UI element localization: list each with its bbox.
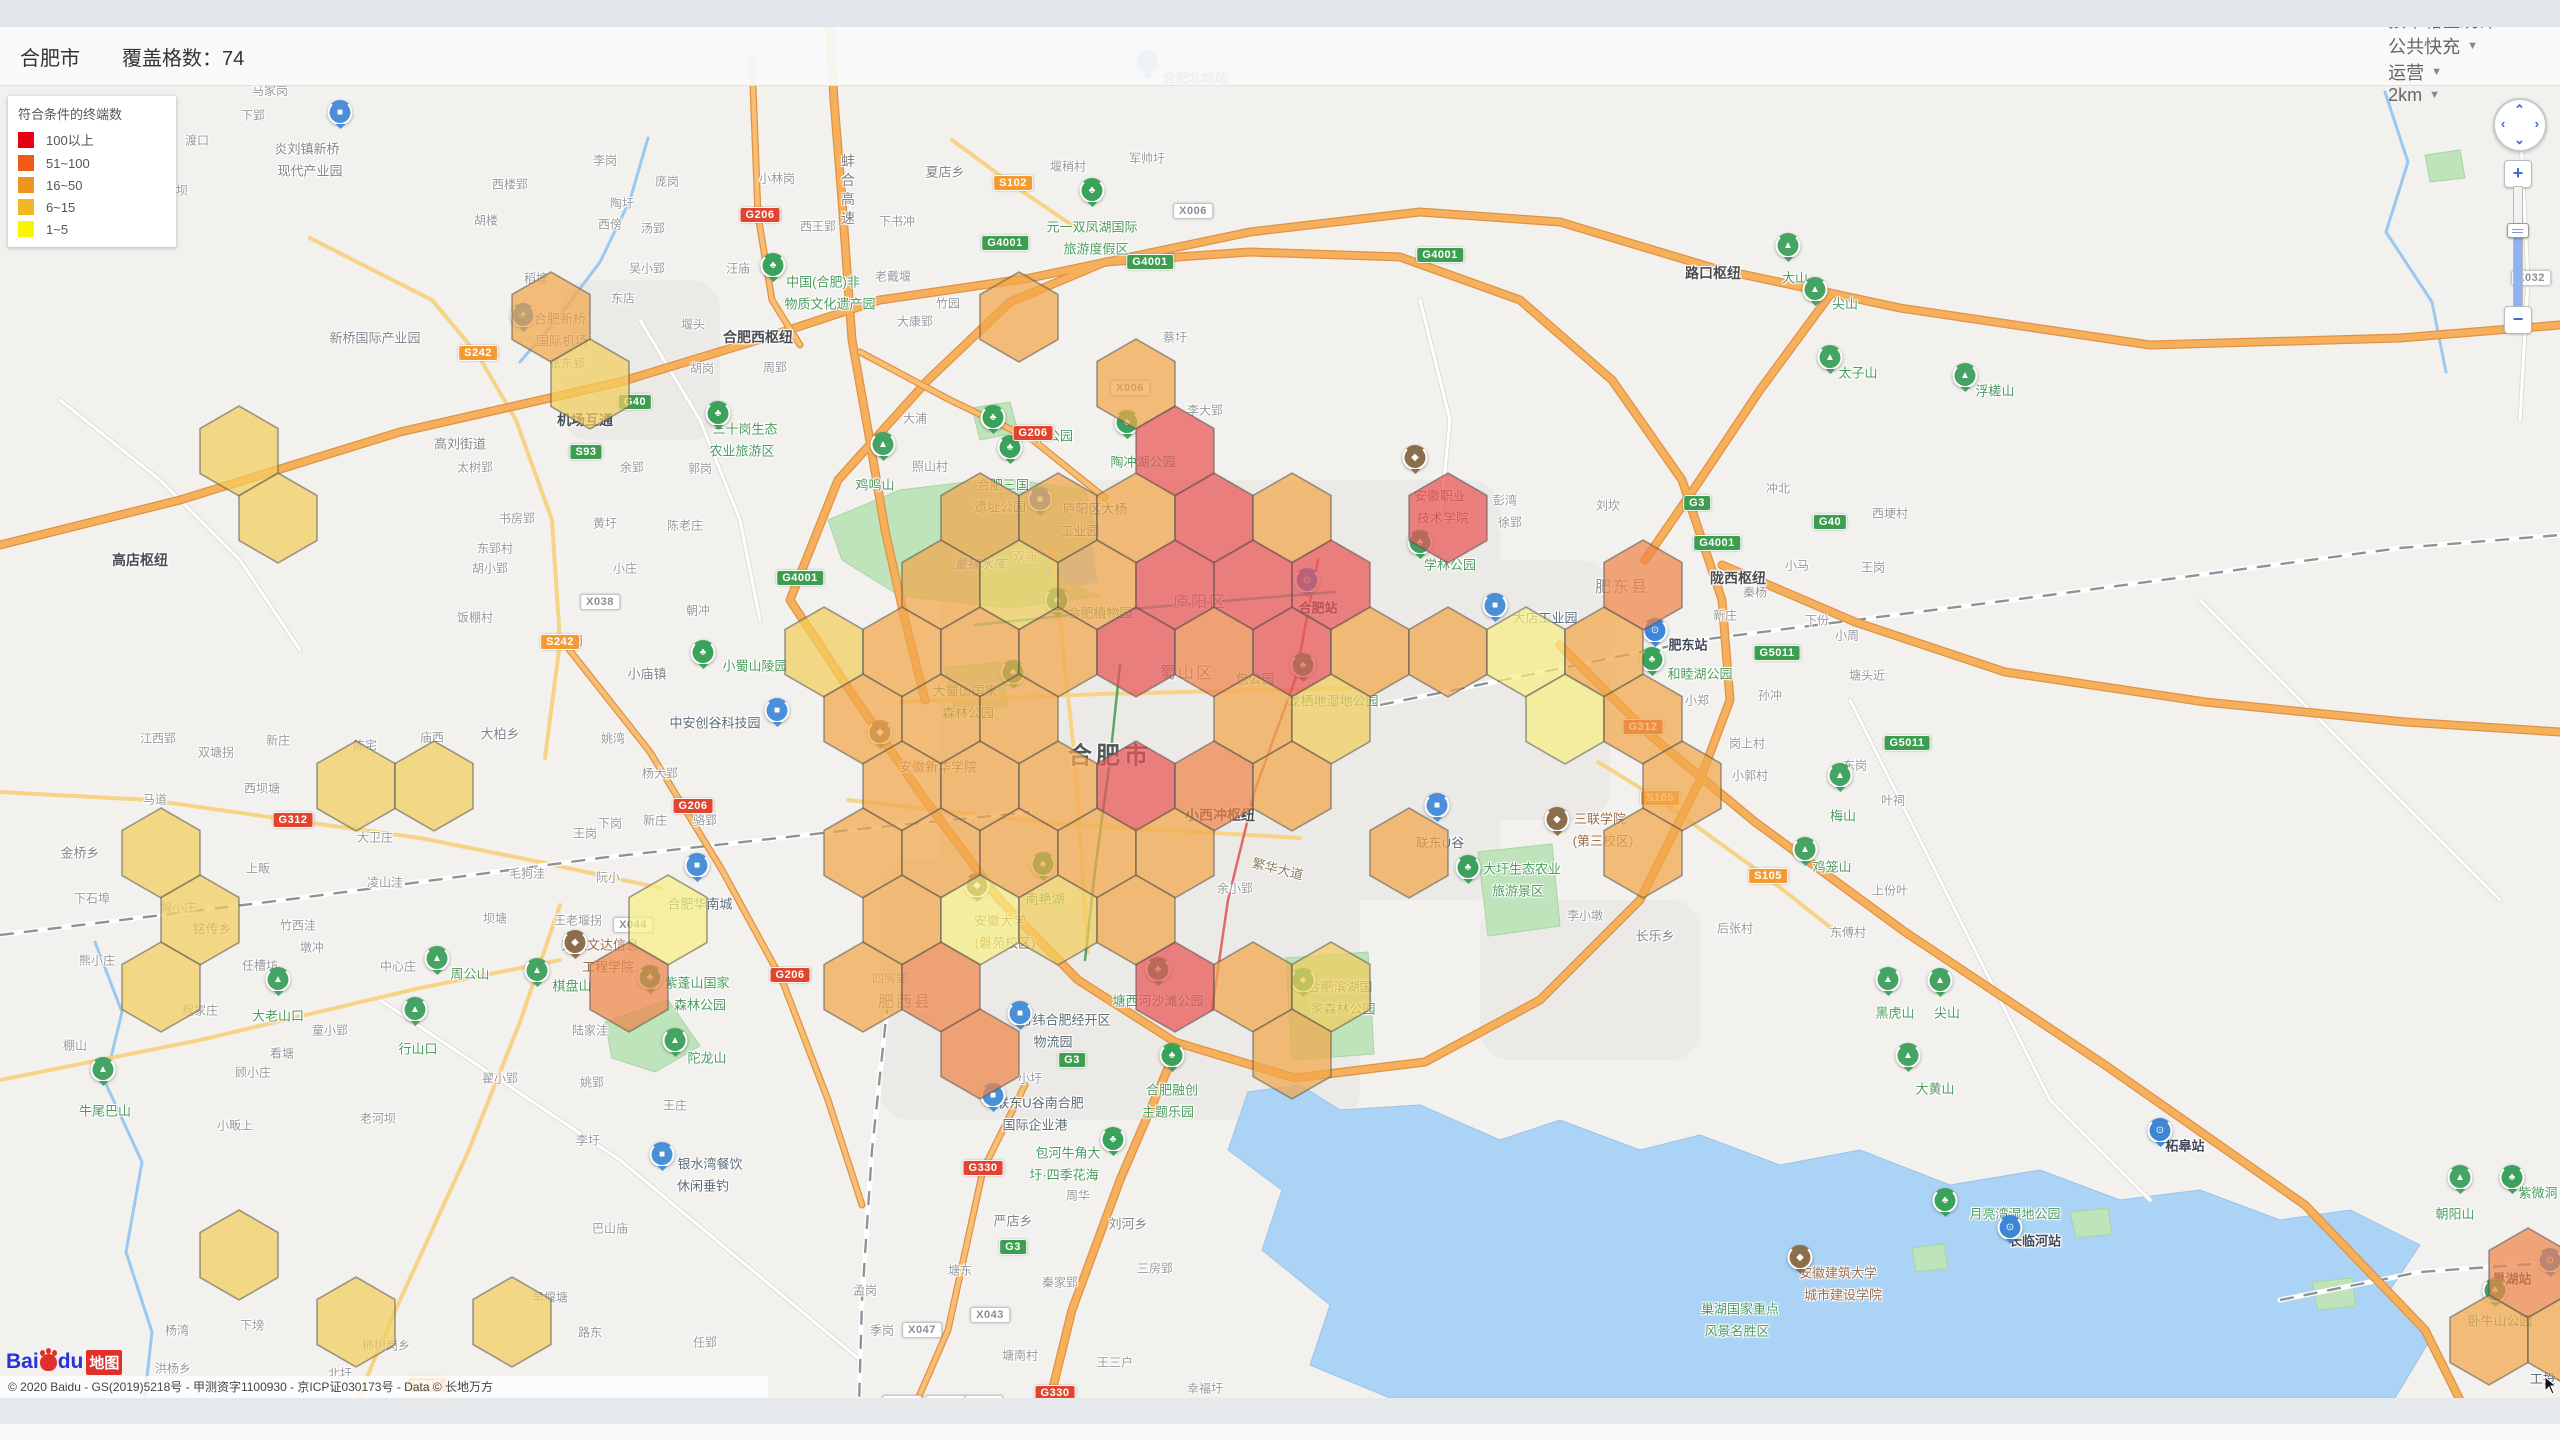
dropdown-label: 运营 bbox=[2388, 59, 2424, 85]
hex-cell-6~15[interactable] bbox=[200, 1210, 278, 1300]
legend-item-2: 16~50 bbox=[18, 177, 166, 193]
zoom-out-button[interactable]: − bbox=[2504, 306, 2532, 334]
pan-left-icon[interactable]: ‹ bbox=[2501, 116, 2505, 131]
zoom-slider: + − bbox=[2504, 160, 2532, 332]
coverage-value: 74 bbox=[222, 48, 244, 70]
hex-cell-6~15[interactable] bbox=[317, 741, 395, 831]
header-dropdown-1[interactable]: 公共快充 ▼ bbox=[2388, 33, 2514, 59]
logo-text-bai: Bai bbox=[6, 1350, 39, 1374]
city-title: 合肥市 bbox=[20, 42, 80, 71]
pan-right-icon[interactable]: › bbox=[2535, 116, 2539, 131]
chevron-down-icon: ▼ bbox=[2431, 66, 2442, 78]
hex-cell-16~50[interactable] bbox=[1409, 607, 1487, 697]
zoom-handle[interactable] bbox=[2507, 223, 2529, 238]
logo-text-ditu: 地图 bbox=[86, 1350, 122, 1375]
zoom-track-fill bbox=[2514, 231, 2522, 307]
baidu-paw-icon bbox=[40, 1354, 57, 1371]
header-bar: 合肥市 覆盖格数：74 按市辖区统计▼公共快充▼运营▼2km▼ bbox=[0, 27, 2560, 86]
legend-label: 6~15 bbox=[46, 200, 75, 215]
legend-item-1: 51~100 bbox=[18, 155, 166, 171]
baidu-logo: Baidu地图 bbox=[6, 1348, 122, 1376]
legend-label: 100以上 bbox=[46, 130, 94, 149]
dropdown-label: 2km bbox=[2388, 85, 2422, 106]
legend-panel: 符合条件的终端数 100以上 51~100 16~50 6~15 1~5 bbox=[8, 96, 176, 247]
legend-swatch bbox=[18, 177, 34, 193]
hexbin-layer bbox=[0, 0, 2560, 1398]
legend-swatch bbox=[18, 155, 34, 171]
map-canvas[interactable]: 马家岗下郢渡口堰中坝炎刘镇新桥现代产业园新桥国际产业园西楼郢胡楼李岗庞岗陶圩西傍… bbox=[0, 0, 2560, 1398]
hex-cell-100以上[interactable] bbox=[1409, 473, 1487, 563]
zoom-in-button[interactable]: + bbox=[2504, 160, 2532, 188]
map-nav-control: ⌃ ⌄ ‹ › + − bbox=[2491, 98, 2547, 332]
hex-cell-16~50[interactable] bbox=[980, 272, 1058, 362]
coverage-count: 覆盖格数：74 bbox=[122, 42, 244, 71]
legend-item-0: 100以上 bbox=[18, 130, 166, 149]
mouse-cursor bbox=[2544, 1376, 2560, 1396]
legend-label: 16~50 bbox=[46, 178, 83, 193]
legend-label: 1~5 bbox=[46, 222, 68, 237]
bottom-strip-2 bbox=[0, 1424, 2560, 1440]
hex-cell-16~50[interactable] bbox=[1370, 808, 1448, 898]
app-stage: 马家岗下郢渡口堰中坝炎刘镇新桥现代产业园新桥国际产业园西楼郢胡楼李岗庞岗陶圩西傍… bbox=[0, 0, 2560, 1440]
header-dropdown-2[interactable]: 运营 ▼ bbox=[2388, 59, 2514, 85]
legend-swatch bbox=[18, 132, 34, 148]
dropdown-label: 公共快充 bbox=[2388, 33, 2460, 59]
legend-title: 符合条件的终端数 bbox=[18, 104, 166, 123]
bottom-strip bbox=[0, 1398, 2560, 1424]
logo-text-du: du bbox=[58, 1350, 84, 1374]
chevron-down-icon: ▼ bbox=[2429, 89, 2440, 101]
hex-cell-6~15[interactable] bbox=[473, 1277, 551, 1367]
coverage-label: 覆盖格数： bbox=[122, 48, 222, 70]
legend-item-3: 6~15 bbox=[18, 199, 166, 215]
pan-down-icon[interactable]: ⌄ bbox=[2514, 132, 2525, 148]
legend-swatch bbox=[18, 221, 34, 237]
zoom-track[interactable] bbox=[2513, 186, 2523, 308]
top-strip bbox=[0, 0, 2560, 27]
pan-control[interactable]: ⌃ ⌄ ‹ › bbox=[2493, 98, 2547, 152]
map-attribution: © 2020 Baidu - GS(2019)5218号 - 甲测资字11009… bbox=[0, 1376, 768, 1398]
legend-item-4: 1~5 bbox=[18, 221, 166, 237]
legend-label: 51~100 bbox=[46, 156, 90, 171]
legend-swatch bbox=[18, 199, 34, 215]
chevron-down-icon: ▼ bbox=[2467, 40, 2478, 52]
hex-cell-6~15[interactable] bbox=[317, 1277, 395, 1367]
header-dropdown-3[interactable]: 2km ▼ bbox=[2388, 85, 2514, 106]
hex-cell-6~15[interactable] bbox=[395, 741, 473, 831]
